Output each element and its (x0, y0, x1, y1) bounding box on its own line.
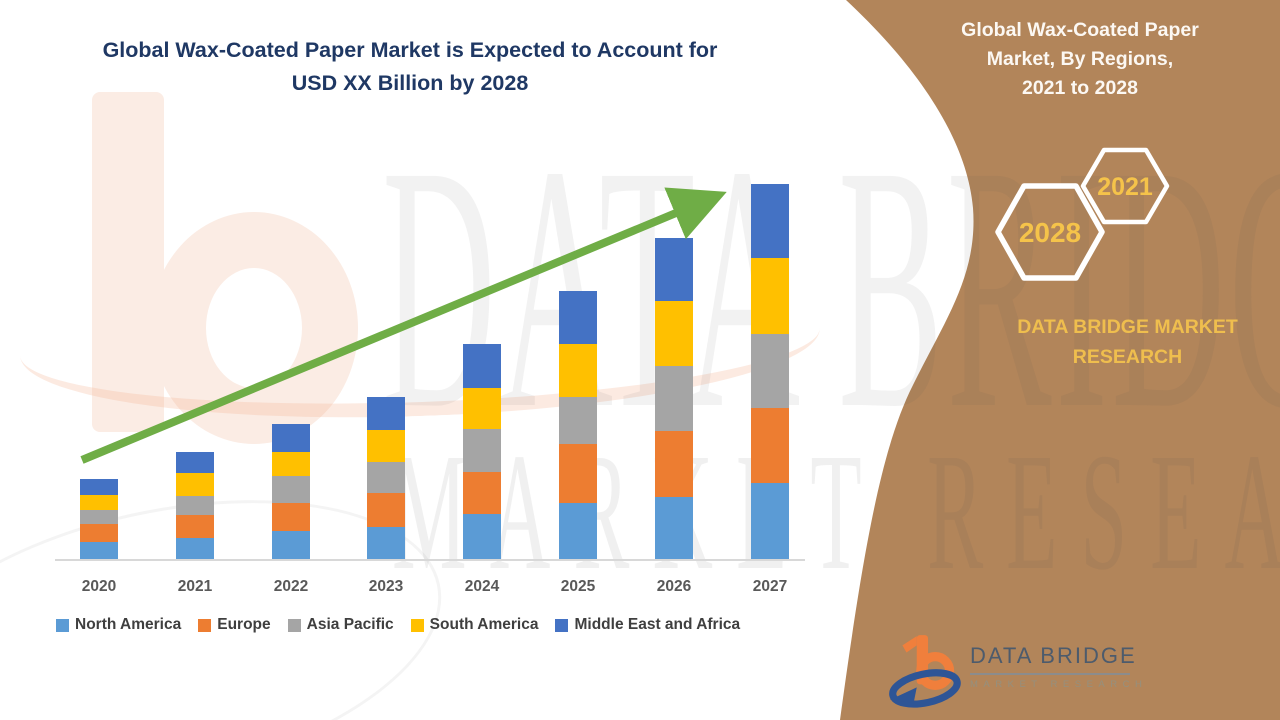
data-bridge-logo-text: DATA BRIDGE MARKET RESEARCH (970, 643, 1148, 690)
bar-segment-2025-asia-pacific (559, 397, 597, 444)
brand-gold-line1: DATA BRIDGE MARKET (1017, 316, 1238, 338)
panel-title-line1: Global Wax-Coated Paper (961, 19, 1199, 41)
bar-segment-2024-middle-east-and-africa (463, 344, 501, 388)
bar-segment-2022-europe (272, 503, 310, 531)
bar-2021 (176, 452, 214, 559)
legend-swatch-icon (56, 618, 69, 632)
bar-segment-2020-north-america (80, 542, 118, 559)
bar-segment-2021-north-america (176, 538, 214, 559)
bar-segment-2022-asia-pacific (272, 476, 310, 503)
bar-segment-2022-middle-east-and-africa (272, 424, 310, 452)
panel-title-line2: Market, By Regions, (986, 48, 1174, 70)
x-axis-label-2024: 2024 (464, 578, 500, 595)
legend-item-north-america: North America (56, 616, 181, 634)
bar-segment-2026-south-america (655, 301, 693, 366)
legend-swatch-icon (410, 618, 424, 632)
bar-segment-2025-europe (559, 444, 597, 503)
x-axis-label-2027: 2027 (752, 578, 788, 595)
logo-name: DATA BRIDGE (970, 643, 1137, 668)
bar-segment-2024-south-america (463, 388, 501, 429)
hexagon-year-2021: 2021 (1097, 173, 1153, 201)
panel-title-line3: 2021 to 2028 (1021, 77, 1138, 99)
legend-swatch-icon (287, 618, 301, 632)
bar-segment-2023-asia-pacific (367, 462, 405, 493)
bar-segment-2026-asia-pacific (655, 366, 693, 431)
legend-swatch-icon (555, 618, 569, 632)
bar-2025 (559, 291, 597, 559)
bar-segment-2020-middle-east-and-africa (80, 479, 118, 495)
bar-2023 (367, 397, 405, 559)
bar-segment-2023-europe (367, 493, 405, 527)
x-axis-label-2022: 2022 (273, 578, 309, 595)
bar-segment-2024-north-america (463, 514, 501, 559)
bar-segment-2027-europe (751, 408, 789, 483)
bar-segment-2026-europe (655, 431, 693, 497)
x-axis-line (55, 559, 805, 561)
bar-segment-2027-middle-east-and-africa (751, 184, 789, 258)
bar-segment-2021-south-america (176, 473, 214, 496)
bar-segment-2026-middle-east-and-africa (655, 238, 693, 301)
x-axis-label-2021: 2021 (177, 578, 213, 595)
legend-swatch-icon (198, 618, 212, 632)
legend-label: Europe (217, 616, 271, 633)
x-axis-label-2026: 2026 (656, 578, 692, 595)
legend-item-europe: Europe (198, 616, 271, 634)
bar-segment-2025-south-america (559, 344, 597, 397)
x-axis-label-2023: 2023 (368, 578, 404, 595)
chart-title-line2: USD XX Billion by 2028 (291, 71, 529, 95)
chart-title-line1: Global Wax-Coated Paper Market is Expect… (102, 38, 718, 62)
bar-segment-2027-asia-pacific (751, 334, 789, 408)
bar-2024 (463, 344, 501, 559)
bar-segment-2020-south-america (80, 495, 118, 510)
bar-segment-2022-north-america (272, 531, 310, 559)
x-axis-label-2025: 2025 (560, 578, 596, 595)
data-bridge-logo-emblem (889, 635, 961, 708)
bar-segment-2024-europe (463, 472, 501, 514)
bar-segment-2027-north-america (751, 483, 789, 559)
legend-label: North America (75, 616, 182, 633)
bar-segment-2023-middle-east-and-africa (367, 397, 405, 430)
bar-segment-2021-asia-pacific (176, 496, 214, 515)
bar-2020 (80, 479, 118, 559)
brand-gold-line2: RESEARCH (1072, 346, 1183, 368)
x-axis-label-2020: 2020 (81, 578, 117, 595)
legend-label: South America (429, 616, 539, 633)
bar-segment-2025-north-america (559, 503, 597, 559)
bar-segment-2023-south-america (367, 430, 405, 462)
chart-legend: North America Europe Asia Pacific South Ame… (56, 616, 846, 634)
bar-2022 (272, 424, 310, 559)
chart-title: Global Wax-Coated Paper Market is Expect… (60, 34, 760, 100)
legend-item-asia-pacific: Asia Pacific (287, 616, 394, 634)
legend-item-middle-east-and-africa: Middle East and Africa (555, 616, 740, 634)
bar-segment-2020-europe (80, 524, 118, 542)
bar-segment-2020-asia-pacific (80, 510, 118, 524)
bar-segment-2027-south-america (751, 258, 789, 334)
legend-item-south-america: South America (410, 616, 539, 634)
panel-title: Global Wax-Coated Paper Market, By Regio… (920, 16, 1240, 103)
hexagon-year-2028: 2028 (1018, 217, 1082, 248)
bar-segment-2023-north-america (367, 527, 405, 559)
bar-segment-2024-asia-pacific (463, 429, 501, 472)
brand-gold-text: DATA BRIDGE MARKET RESEARCH (985, 312, 1270, 372)
bar-segment-2026-north-america (655, 497, 693, 559)
bar-segment-2021-europe (176, 515, 214, 538)
legend-label: Middle East and Africa (574, 616, 741, 633)
logo-divider (970, 673, 1130, 675)
bar-segment-2022-south-america (272, 452, 310, 476)
legend-label: Asia Pacific (306, 616, 394, 633)
logo-subtitle: MARKET RESEARCH (970, 679, 1148, 690)
bar-2027 (751, 184, 789, 559)
bar-segment-2025-middle-east-and-africa (559, 291, 597, 344)
bar-2026 (655, 238, 693, 559)
bar-segment-2021-middle-east-and-africa (176, 452, 214, 473)
